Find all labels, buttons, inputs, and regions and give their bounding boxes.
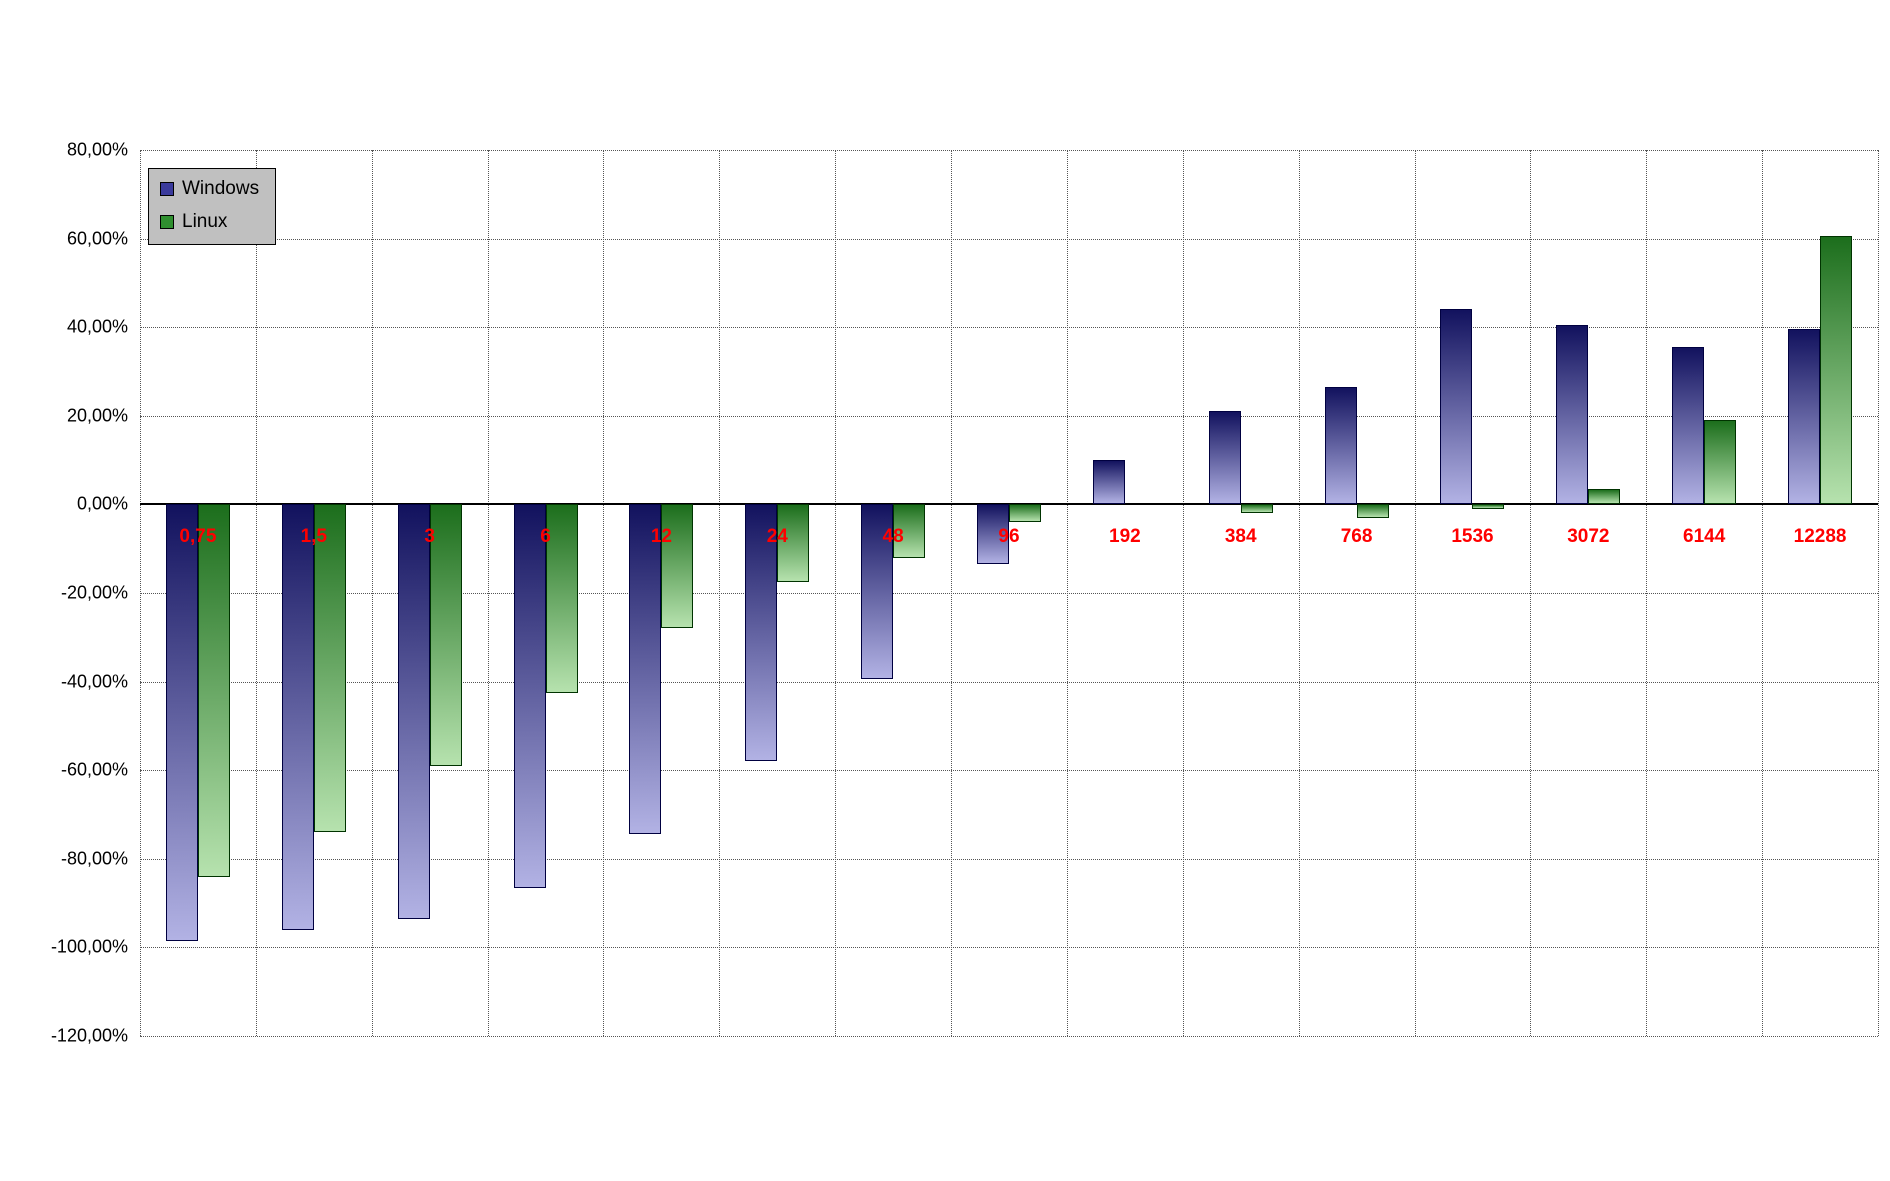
bar-linux xyxy=(1588,488,1621,505)
bar-linux xyxy=(197,504,230,877)
x-gridline xyxy=(1878,150,1879,1036)
x-axis-category-label: 0,75 xyxy=(179,526,217,548)
x-gridline xyxy=(1182,150,1184,1036)
bar-windows xyxy=(629,504,662,835)
bar-windows xyxy=(1092,460,1125,505)
bar-linux xyxy=(661,504,694,629)
bar-windows xyxy=(861,504,894,680)
x-axis-category-label: 6144 xyxy=(1683,526,1726,548)
bar-windows xyxy=(281,504,314,930)
x-gridline xyxy=(719,150,721,1036)
bar-windows xyxy=(513,504,546,888)
bar-linux xyxy=(545,504,578,693)
x-gridline xyxy=(951,150,953,1036)
bar-windows xyxy=(1208,411,1241,505)
bar-linux xyxy=(1820,236,1853,505)
x-axis-category-label: 1,5 xyxy=(300,526,328,548)
y-gridline xyxy=(140,681,1878,683)
bar-windows xyxy=(745,504,778,762)
x-axis-category-label: 48 xyxy=(882,526,904,548)
bar-windows xyxy=(1324,387,1357,505)
bar-windows xyxy=(977,504,1009,565)
bar-linux xyxy=(1472,504,1505,509)
x-gridline xyxy=(371,150,373,1036)
y-axis-tick-label: -100,00% xyxy=(50,936,128,957)
bar-linux xyxy=(313,504,346,833)
y-gridline xyxy=(140,770,1878,772)
y-gridline xyxy=(140,415,1878,417)
x-axis-category-label: 3072 xyxy=(1567,526,1610,548)
x-gridline xyxy=(1414,150,1416,1036)
x-gridline xyxy=(1066,150,1068,1036)
plot-area: 0,75 1,5 3 6 12 24 48 96 192 384 768 1536 3072 6144 12… xyxy=(140,150,1879,1037)
x-axis-category-label: 384 xyxy=(1224,526,1257,548)
x-axis-category-label: 768 xyxy=(1340,526,1373,548)
bar-linux xyxy=(777,504,810,582)
x-axis-category-label: 12 xyxy=(650,526,672,548)
y-axis-tick-label: -40,00% xyxy=(60,671,128,692)
bar-windows xyxy=(165,504,198,941)
legend-marker-windows xyxy=(160,182,174,196)
y-gridline xyxy=(140,593,1878,594)
x-axis-category-label: 96 xyxy=(998,526,1020,548)
y-axis-tick-label: -80,00% xyxy=(60,848,128,869)
bar-windows xyxy=(1672,347,1705,505)
bar-windows xyxy=(397,504,430,919)
y-axis-tick-label: -120,00% xyxy=(50,1025,128,1046)
y-gridline xyxy=(140,150,1878,151)
bar-windows xyxy=(1440,309,1473,505)
x-gridline xyxy=(255,150,257,1036)
legend-label-windows: Windows xyxy=(182,178,260,199)
y-gridline xyxy=(140,238,1878,240)
bar-windows xyxy=(1556,324,1589,505)
x-axis-category-label: 6 xyxy=(540,526,551,548)
y-axis-tick-label: 80,00% xyxy=(66,139,128,160)
y-gridline xyxy=(140,947,1878,949)
x-gridline xyxy=(603,150,605,1036)
bar-windows xyxy=(1788,329,1821,505)
x-gridline xyxy=(835,150,837,1036)
legend-label-linux: Linux xyxy=(182,211,228,232)
x-gridline xyxy=(140,150,141,1036)
legend-item-linux: Linux xyxy=(160,211,259,233)
x-gridline xyxy=(1762,150,1764,1036)
x-axis-category-label: 12288 xyxy=(1793,526,1847,548)
legend-item-windows: Windows xyxy=(160,178,259,200)
y-axis-tick-label: -20,00% xyxy=(60,582,128,603)
y-gridline xyxy=(140,858,1878,860)
bar-linux xyxy=(429,504,462,766)
y-axis-tick-label: 0,00% xyxy=(76,493,128,514)
legend: Windows Linux xyxy=(148,168,277,245)
x-gridline xyxy=(487,150,489,1036)
y-axis-tick-label: -60,00% xyxy=(60,759,128,780)
y-axis-tick-label: 40,00% xyxy=(66,316,128,337)
x-gridline xyxy=(1646,150,1648,1036)
x-axis-category-label: 24 xyxy=(766,526,788,548)
x-gridline xyxy=(1530,150,1532,1036)
y-axis-tick-label: 60,00% xyxy=(66,228,128,249)
bar-linux xyxy=(1704,420,1737,505)
x-axis-category-label: 192 xyxy=(1109,526,1141,548)
bar-linux xyxy=(1356,504,1389,518)
y-gridline xyxy=(140,327,1878,329)
y-gridline xyxy=(140,1036,1878,1037)
bar-linux xyxy=(1009,504,1041,523)
bar-linux xyxy=(1240,504,1273,514)
x-axis-category-label: 3 xyxy=(424,526,435,548)
bar-linux xyxy=(893,504,926,558)
x-axis-category-label: 1536 xyxy=(1451,526,1494,548)
x-gridline xyxy=(1298,150,1300,1036)
legend-marker-linux xyxy=(160,215,174,229)
y-axis-tick-label: 20,00% xyxy=(66,405,128,426)
